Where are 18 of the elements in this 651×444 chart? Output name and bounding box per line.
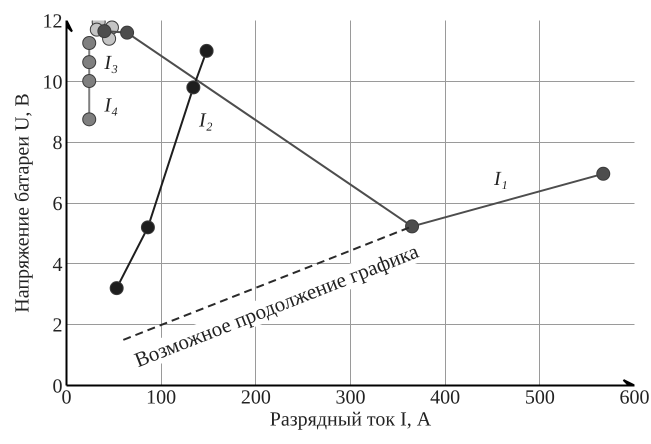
x-tick-label: 500 bbox=[524, 386, 555, 408]
x-tick-label: 100 bbox=[146, 386, 176, 408]
annotation: I₂ bbox=[198, 109, 213, 132]
x-tick-label: 200 bbox=[240, 386, 271, 408]
annotation: I₃ bbox=[103, 52, 118, 74]
y-tick-label: 8 bbox=[52, 132, 62, 154]
annotation: I₁ bbox=[493, 168, 508, 190]
y-tick-label: 4 bbox=[52, 254, 62, 276]
y-tick-label: 12 bbox=[42, 10, 62, 32]
y-tick-label: 6 bbox=[52, 193, 62, 215]
x-axis-title: Разрядный ток I, А bbox=[270, 408, 432, 430]
annotation: I₄ bbox=[103, 94, 118, 117]
y-axis-title: Напряжение батареи U, В bbox=[12, 93, 34, 313]
y-tick-label: 10 bbox=[42, 71, 62, 94]
x-tick-label: 600 bbox=[620, 386, 650, 408]
x-tick-label: 300 bbox=[336, 386, 366, 408]
y-tick-label: 2 bbox=[52, 314, 62, 337]
x-tick-label: 400 bbox=[430, 386, 460, 408]
